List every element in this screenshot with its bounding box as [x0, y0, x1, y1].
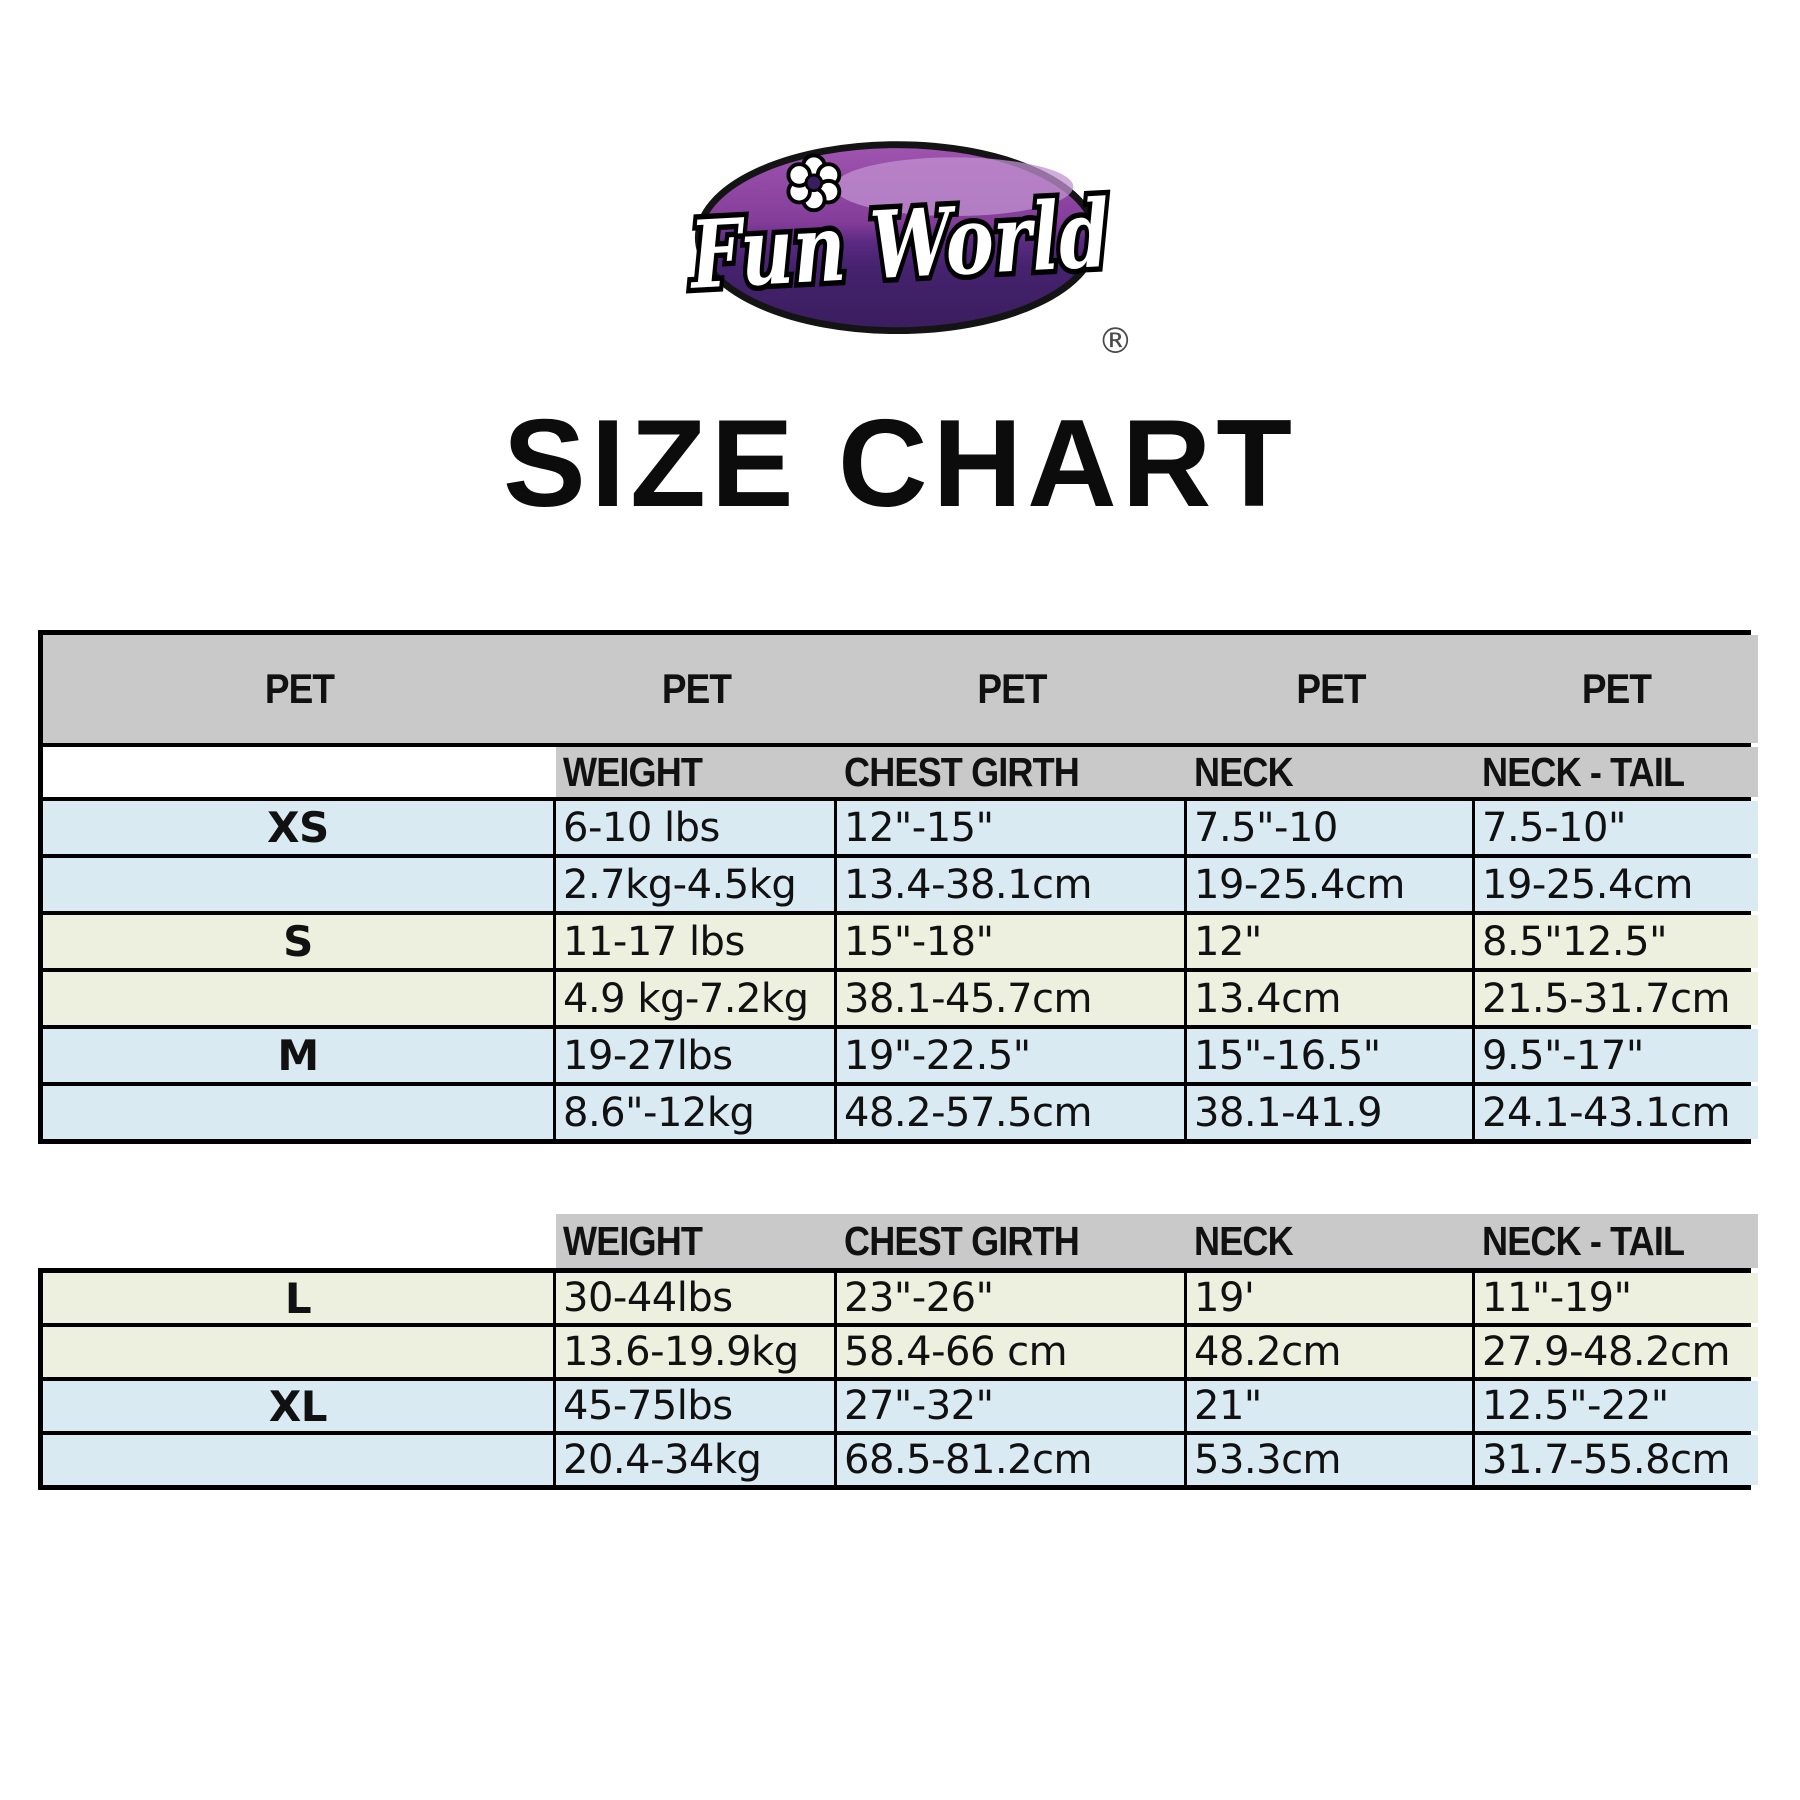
size-table-large: WEIGHT CHEST GIRTH NECK NECK - TAIL L 30… [38, 1214, 1762, 1490]
cell-neck: 15"-16.5" [1187, 1029, 1472, 1082]
col-header-neck: NECK [1194, 1217, 1294, 1264]
pet-header-label: PET [264, 665, 335, 712]
col-header-chest-girth: CHEST GIRTH [844, 748, 1080, 795]
cell-chest-girth: 27"-32" [837, 1381, 1184, 1431]
col-header-neck-tail: NECK - TAIL [1482, 1217, 1685, 1264]
cell-weight: 19-27lbs [556, 1029, 834, 1082]
cell-weight: 13.6-19.9kg [556, 1327, 834, 1377]
cell-chest-girth: 19"-22.5" [837, 1029, 1184, 1082]
cell-neck-tail: 12.5"-22" [1475, 1381, 1758, 1431]
page-title: SIZE CHART [503, 395, 1297, 533]
cell-neck: 21" [1187, 1381, 1472, 1431]
cell-chest-girth: 48.2-57.5cm [837, 1086, 1184, 1139]
col-header-chest-girth: CHEST GIRTH [844, 1217, 1080, 1264]
cell-neck: 19' [1187, 1273, 1472, 1323]
header-spacer [43, 747, 556, 797]
cell-weight: 2.7kg-4.5kg [556, 858, 834, 911]
flower-icon [786, 153, 842, 213]
column-header-row: WEIGHT CHEST GIRTH NECK NECK - TAIL [43, 747, 1758, 797]
cell-size [43, 1435, 553, 1485]
column-header-row: WEIGHT CHEST GIRTH NECK NECK - TAIL [43, 1214, 1758, 1268]
cell-size: M [43, 1029, 553, 1082]
cell-chest-girth: 23"-26" [837, 1273, 1184, 1323]
col-header-weight: WEIGHT [563, 748, 703, 795]
cell-size [43, 1086, 553, 1139]
cell-neck-tail: 24.1-43.1cm [1475, 1086, 1758, 1139]
cell-weight: 8.6"-12kg [556, 1086, 834, 1139]
cell-size [43, 858, 553, 911]
cell-size: XL [43, 1381, 553, 1431]
cell-neck: 48.2cm [1187, 1327, 1472, 1377]
cell-weight: 30-44lbs [556, 1273, 834, 1323]
cell-neck-tail: 9.5"-17" [1475, 1029, 1758, 1082]
cell-neck: 12" [1187, 915, 1472, 968]
cell-neck-tail: 19-25.4cm [1475, 858, 1758, 911]
col-header-weight: WEIGHT [563, 1217, 703, 1264]
cell-neck-tail: 7.5-10" [1475, 801, 1758, 854]
cell-chest-girth: 13.4-38.1cm [837, 858, 1184, 911]
pet-header-label: PET [1581, 665, 1652, 712]
cell-neck: 38.1-41.9 [1187, 1086, 1472, 1139]
registered-mark: ® [1098, 321, 1133, 360]
cell-chest-girth: 68.5-81.2cm [837, 1435, 1184, 1485]
cell-neck-tail: 11"-19" [1475, 1273, 1758, 1323]
pet-header-row: PET PET PET PET PET [43, 635, 1758, 743]
pet-header-label: PET [1296, 665, 1366, 712]
pet-header-label: PET [661, 665, 732, 712]
fun-world-logo: Fun World ® [680, 141, 1133, 360]
cell-size: S [43, 915, 553, 968]
cell-weight: 4.9 kg-7.2kg [556, 972, 834, 1025]
size-table-small: PET PET PET PET PET WEIGHT CHEST GIRTH N… [38, 630, 1758, 1144]
size-table-large-grid: L 30-44lbs 23"-26" 19' 11"-19" 13.6-19.9… [38, 1268, 1758, 1490]
cell-size [43, 1327, 553, 1377]
cell-size: XS [43, 801, 553, 854]
header-spacer [43, 1214, 556, 1268]
pet-header-label: PET [977, 665, 1047, 712]
cell-chest-girth: 12"-15" [837, 801, 1184, 854]
cell-weight: 11-17 lbs [556, 915, 834, 968]
cell-neck: 7.5"-10 [1187, 801, 1472, 854]
cell-neck: 53.3cm [1187, 1435, 1472, 1485]
logo-section: Fun World ® [0, 0, 1800, 364]
logo-gloss [834, 157, 1074, 217]
cell-neck-tail: 21.5-31.7cm [1475, 972, 1758, 1025]
cell-neck-tail: 27.9-48.2cm [1475, 1327, 1758, 1377]
cell-weight: 6-10 lbs [556, 801, 834, 854]
cell-neck: 13.4cm [1187, 972, 1472, 1025]
cell-neck-tail: 8.5"12.5" [1475, 915, 1758, 968]
header-band: WEIGHT CHEST GIRTH NECK NECK - TAIL [556, 1214, 1758, 1268]
cell-weight: 45-75lbs [556, 1381, 834, 1431]
cell-chest-girth: 15"-18" [837, 915, 1184, 968]
cell-neck: 19-25.4cm [1187, 858, 1472, 911]
cell-chest-girth: 38.1-45.7cm [837, 972, 1184, 1025]
col-header-neck: NECK [1194, 748, 1294, 795]
logo-text: Fun World [686, 179, 1112, 310]
cell-size: L [43, 1273, 553, 1323]
col-header-neck-tail: NECK - TAIL [1482, 748, 1685, 795]
cell-size [43, 972, 553, 1025]
cell-chest-girth: 58.4-66 cm [837, 1327, 1184, 1377]
cell-weight: 20.4-34kg [556, 1435, 834, 1485]
cell-neck-tail: 31.7-55.8cm [1475, 1435, 1758, 1485]
header-band: WEIGHT CHEST GIRTH NECK NECK - TAIL [556, 747, 1758, 797]
